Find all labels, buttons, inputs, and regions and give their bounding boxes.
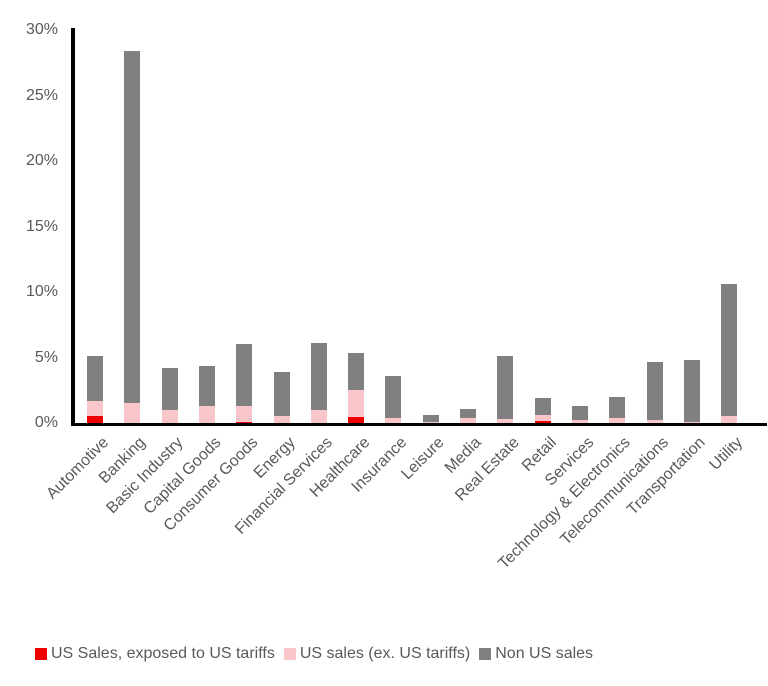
bar-capital-goods xyxy=(198,366,215,423)
bar-banking xyxy=(124,50,141,423)
bar-segment xyxy=(571,405,588,420)
bar-energy xyxy=(273,371,290,423)
bar-segment xyxy=(422,415,439,423)
bar-segment xyxy=(646,362,663,421)
bar-segment xyxy=(124,403,141,423)
bar-segment xyxy=(236,405,253,422)
y-tick-label: 5% xyxy=(34,348,58,366)
legend-label: US sales (ex. US tariffs) xyxy=(299,645,471,662)
bar-segment xyxy=(721,283,738,417)
bar-segment xyxy=(571,419,588,423)
y-tick-label: 10% xyxy=(25,283,58,300)
bar-segment xyxy=(646,420,663,423)
bar-segment xyxy=(198,366,215,406)
bar-segment xyxy=(609,397,626,419)
bar-segment xyxy=(348,390,365,418)
y-tick-label: 30% xyxy=(25,21,58,38)
bar-segment xyxy=(310,343,327,410)
bar-segment xyxy=(273,415,290,423)
bar-segment xyxy=(87,356,103,401)
bar-segment xyxy=(348,352,365,391)
legend-swatch-icon xyxy=(283,648,296,660)
bar-segment xyxy=(348,417,365,423)
bar-healthcare xyxy=(348,352,365,423)
y-tick-label: 20% xyxy=(25,152,58,169)
bar-segment xyxy=(683,360,700,422)
bar-segment xyxy=(460,417,476,423)
bar-segment xyxy=(124,50,141,404)
bar-media xyxy=(460,408,476,423)
legend-item: US sales (ex. US tariffs) xyxy=(283,645,471,663)
bar-segment xyxy=(161,409,178,423)
y-axis-line xyxy=(71,28,75,426)
bar-segment xyxy=(497,356,514,420)
bar-consumer-goods xyxy=(236,344,253,423)
bar-insurance xyxy=(385,375,402,423)
y-tick-label: 0% xyxy=(34,414,58,431)
bar-segment xyxy=(236,421,253,423)
bar-segment xyxy=(198,405,215,423)
bar-segment xyxy=(534,414,551,422)
chart-legend: US Sales, exposed to US tariffs US sales … xyxy=(35,645,593,663)
bar-automotive xyxy=(87,356,103,423)
bar-services xyxy=(571,405,588,423)
legend-label: US Sales, exposed to US tariffs xyxy=(51,645,275,662)
bar-segment xyxy=(310,409,327,423)
y-tick-label: 15% xyxy=(25,217,58,235)
bar-leisure xyxy=(422,415,439,423)
x-axis-line xyxy=(71,423,767,426)
bar-segment xyxy=(721,416,738,423)
bar-basic-industry xyxy=(161,368,178,423)
bar-segment xyxy=(422,422,439,423)
bar-segment xyxy=(87,416,103,423)
legend-label: Non US sales xyxy=(495,645,594,662)
bar-segment xyxy=(534,398,551,415)
legend-swatch-icon xyxy=(35,648,47,660)
bar-retail xyxy=(534,398,551,423)
bar-segment xyxy=(460,408,476,418)
bar-segment xyxy=(497,419,514,423)
bar-technology-electronics xyxy=(609,397,626,423)
legend-item: US Sales, exposed to US tariffs xyxy=(35,645,275,663)
bar-segment xyxy=(609,418,626,423)
bar-segment xyxy=(683,421,700,423)
bar-telecommunications xyxy=(646,362,663,423)
bar-segment xyxy=(273,371,290,416)
bar-real-estate xyxy=(497,356,514,423)
bar-financial-services xyxy=(310,343,327,423)
legend-item: Non US sales xyxy=(479,645,593,663)
bar-segment xyxy=(87,400,103,417)
bar-segment xyxy=(385,418,402,423)
bar-segment xyxy=(236,344,253,406)
legend-swatch-icon xyxy=(479,648,492,660)
bar-utility xyxy=(721,283,738,423)
bar-segment xyxy=(385,375,402,419)
bar-segment xyxy=(534,421,551,423)
bar-segment xyxy=(161,368,178,410)
bar-transportation xyxy=(683,360,700,423)
x-axis-label: Utility xyxy=(706,434,747,474)
y-tick-label: 25% xyxy=(25,86,58,104)
